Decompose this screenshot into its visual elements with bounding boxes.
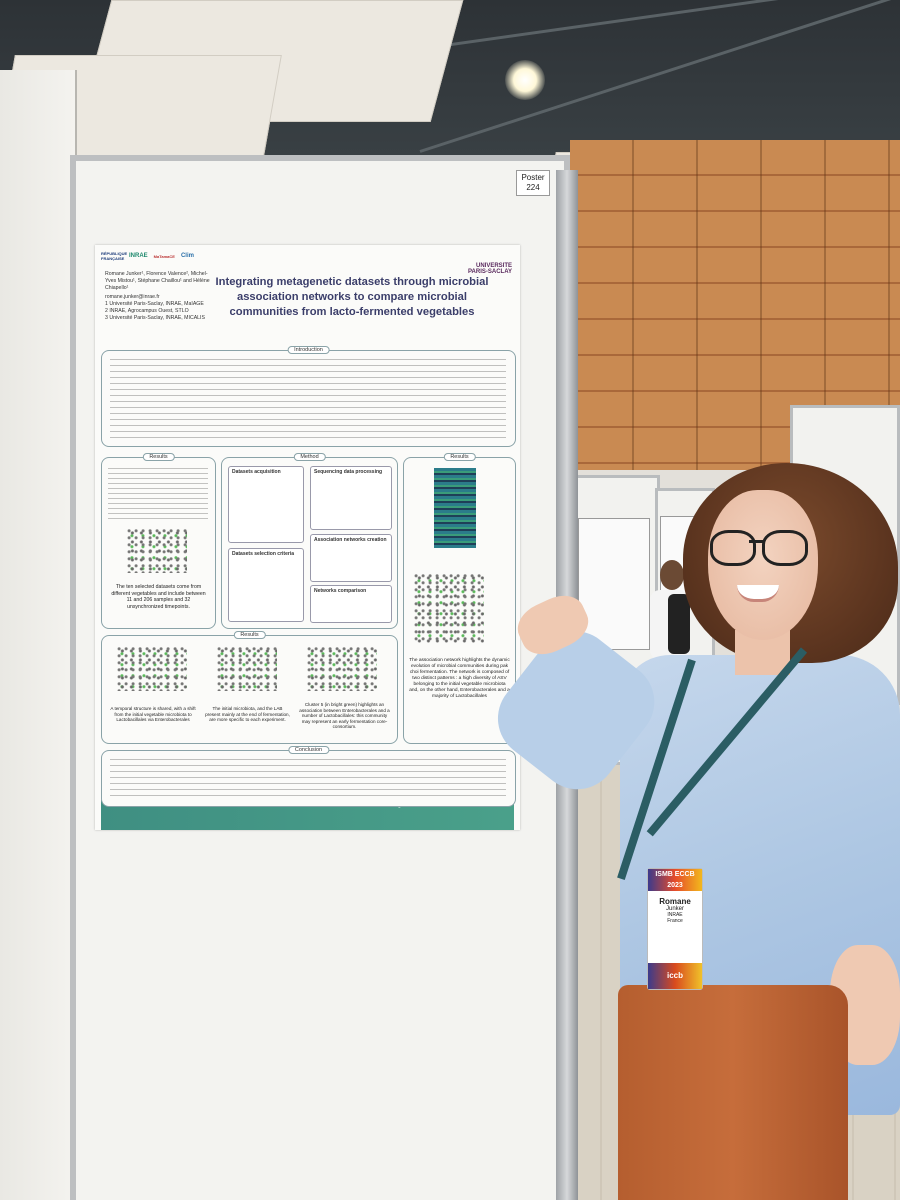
ceiling-light bbox=[505, 60, 545, 100]
matamace-logo: MaTamaCE bbox=[153, 253, 175, 259]
section-label: Results bbox=[142, 453, 175, 461]
poster-title: Integrating metagenetic datasets through… bbox=[215, 276, 489, 318]
method-box: Networks comparison bbox=[310, 585, 392, 623]
introduction-text-block bbox=[110, 359, 506, 439]
clustering-plot bbox=[307, 646, 377, 691]
method-box-title: Sequencing data processing bbox=[314, 469, 383, 475]
clim-logo: Clim bbox=[180, 253, 194, 259]
results-bottom-caption: The initial microbiota, and the LAB pres… bbox=[205, 706, 290, 723]
method-box-title: Datasets selection criteria bbox=[232, 551, 294, 557]
poster-authors: Romane Junker¹, Florence Valence², Miche… bbox=[105, 271, 215, 322]
left-poster-board bbox=[0, 70, 77, 1200]
background-poster-board bbox=[790, 405, 900, 705]
wooden-wall bbox=[570, 140, 900, 480]
results-bottom-caption: A temporal structure is shared, with a s… bbox=[110, 706, 196, 723]
floor bbox=[560, 760, 900, 1200]
results-bottom-section: Results A temporal structure is shared, … bbox=[101, 631, 398, 744]
inrae-logo: INRAE bbox=[129, 253, 148, 259]
method-box: Sequencing data processing bbox=[310, 466, 392, 530]
method-box: Datasets selection criteria bbox=[228, 548, 304, 622]
introduction-section: Introduction bbox=[101, 346, 516, 447]
bystander bbox=[648, 560, 694, 710]
results-right-caption: The association network highlights the d… bbox=[409, 658, 510, 699]
study-timepoints-plot bbox=[127, 528, 187, 573]
section-label: Results bbox=[443, 453, 476, 461]
conclusion-text-block bbox=[110, 759, 506, 799]
association-network-plot bbox=[414, 573, 484, 643]
method-box: Association networks creation bbox=[310, 534, 392, 582]
results-bottom-caption: Cluster 5 (in bright green) highlights a… bbox=[299, 702, 390, 730]
section-label: Conclusion bbox=[287, 746, 330, 754]
author-email: romane.junker@inrae.fr bbox=[105, 294, 160, 300]
affiliation: 1 Université Paris-Saclay, INRAE, MaIAGE bbox=[105, 301, 204, 307]
method-box-title: Association networks creation bbox=[314, 537, 387, 543]
results-left-caption: The ten selected datasets come from diff… bbox=[111, 584, 206, 610]
datasets-table bbox=[108, 468, 208, 520]
abundance-barplot bbox=[434, 468, 476, 548]
results-left-section: Results The ten selected datasets come f… bbox=[101, 453, 216, 629]
section-label: Method bbox=[293, 453, 326, 461]
scientific-poster: RÉPUBLIQUE FRANÇAISE INRAE MaTamaCE Clim… bbox=[95, 245, 520, 830]
poster-board-post bbox=[556, 170, 578, 1200]
results-right-section: Results The association network highligh… bbox=[403, 453, 516, 744]
method-box-title: Datasets acquisition bbox=[232, 469, 281, 475]
method-box: Datasets acquisition bbox=[228, 466, 304, 543]
asv-persistence-plot bbox=[217, 646, 277, 691]
background-poster bbox=[578, 518, 650, 650]
affiliation: 3 Université Paris-Saclay, INRAE, MICALI… bbox=[105, 315, 205, 321]
author-list: Romane Junker¹, Florence Valence², Miche… bbox=[105, 271, 210, 291]
university-logo: UNIVERSITE PARIS-SACLAY bbox=[467, 263, 512, 275]
affiliation: 2 INRAE, Agrocampus Ouest, STLO bbox=[105, 308, 189, 314]
republique-logo: RÉPUBLIQUE FRANÇAISE bbox=[101, 251, 128, 261]
section-label: Introduction bbox=[287, 346, 330, 354]
poster-number-tag: Poster 224 bbox=[516, 170, 550, 196]
method-box-title: Networks comparison bbox=[314, 588, 367, 594]
logo-row: RÉPUBLIQUE FRANÇAISE INRAE MaTamaCE Clim bbox=[101, 251, 221, 261]
section-label: Results bbox=[233, 631, 266, 639]
conclusion-section: Conclusion bbox=[101, 746, 516, 807]
core-network-plot bbox=[117, 646, 187, 691]
method-section: Method Datasets acquisition Sequencing d… bbox=[221, 453, 398, 629]
